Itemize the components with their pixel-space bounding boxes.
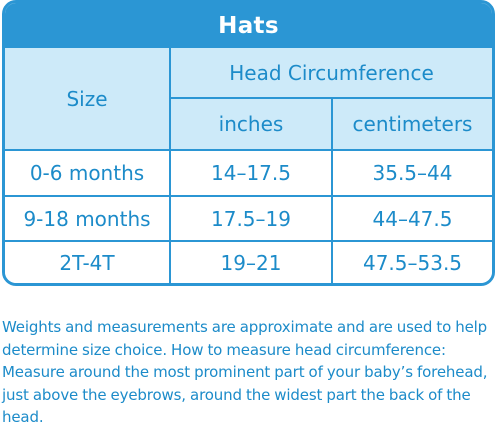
table-cell-inches: 14–17.5: [171, 151, 331, 195]
row-divider: [5, 195, 492, 197]
table-cell-inches: 17.5–19: [171, 197, 331, 240]
head-circumference-header: Head Circumference: [171, 48, 492, 97]
size-chart-table: Hats Size Head Circumference inches cent…: [2, 0, 495, 286]
row-divider: [171, 97, 492, 99]
table-cell-centimeters: 44–47.5: [333, 197, 492, 240]
table-title: Hats: [218, 12, 279, 39]
table-cell-centimeters: 35.5–44: [333, 151, 492, 195]
centimeters-header: centimeters: [333, 99, 492, 149]
table-title-bar: Hats: [5, 3, 492, 48]
measurement-note: Weights and measurements are approximate…: [2, 318, 488, 426]
table-cell-size: 2T-4T: [5, 242, 169, 283]
table-cell-size: 9-18 months: [5, 197, 169, 240]
row-divider: [5, 149, 492, 151]
column-divider: [169, 48, 171, 283]
size-header: Size: [5, 48, 169, 149]
row-divider: [5, 240, 492, 242]
table-cell-centimeters: 47.5–53.5: [333, 242, 492, 283]
table-cell-inches: 19–21: [171, 242, 331, 283]
table-cell-size: 0-6 months: [5, 151, 169, 195]
inches-header: inches: [171, 99, 331, 149]
column-divider: [331, 97, 333, 283]
